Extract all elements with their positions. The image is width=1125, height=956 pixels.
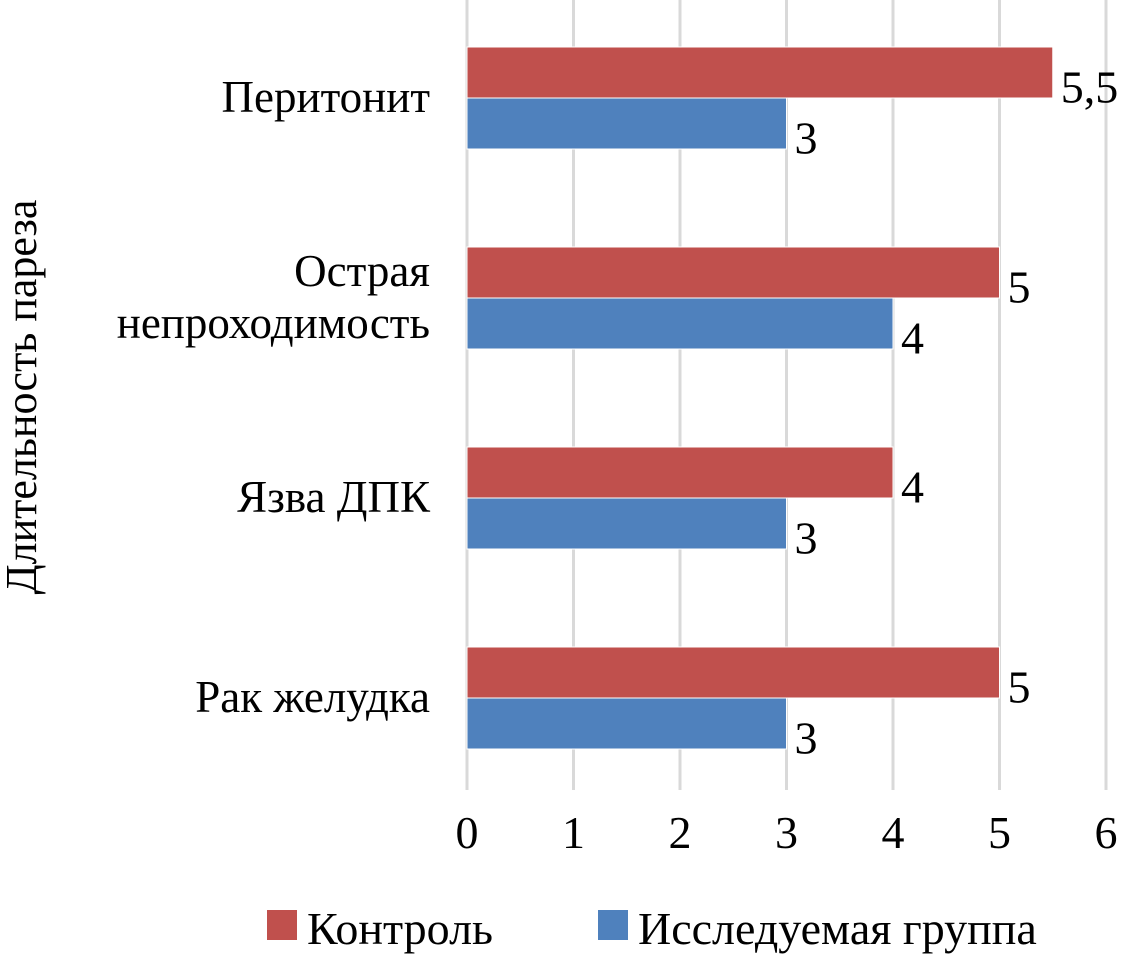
bars [466, 46, 1054, 750]
x-tick-label: 3 [775, 807, 798, 858]
x-tick-label: 2 [669, 807, 692, 858]
x-tick-label: 5 [988, 807, 1011, 858]
x-tick-label: 0 [456, 807, 479, 858]
category-labels: Рак желудка Язва ДПК Острая непроходимость П… [117, 72, 431, 722]
category-label: Острая непроходимость [117, 246, 430, 348]
bar [466, 646, 1000, 699]
data-label: 3 [795, 513, 818, 564]
data-label: 5 [1008, 662, 1031, 713]
y-axis-title: Длительность пареза [0, 200, 46, 595]
data-label: 3 [795, 713, 818, 764]
bar [466, 97, 787, 150]
data-label: 3 [795, 113, 818, 164]
data-label: 5 [1008, 262, 1031, 313]
data-label: 4 [901, 313, 924, 364]
category-label: Язва ДПК [237, 472, 431, 522]
bar [466, 497, 787, 550]
x-tick-label: 4 [882, 807, 905, 858]
data-label: 5,5 [1061, 62, 1119, 113]
bar [466, 697, 787, 750]
legend: Контроль Исследуемая группа [267, 903, 1037, 954]
data-labels: 5 3 4 3 5 4 5,5 3 [795, 62, 1119, 764]
legend-label: Контроль [307, 903, 493, 954]
x-tick-label: 1 [562, 807, 585, 858]
data-label: 4 [901, 462, 924, 513]
bar [466, 297, 894, 350]
bar [466, 46, 1054, 99]
category-label: Перитонит [222, 72, 430, 122]
category-label: Рак желудка [195, 672, 430, 722]
bar [466, 246, 1000, 299]
x-tick-labels: 0 1 2 3 4 5 6 [456, 807, 1118, 858]
legend-swatch [598, 910, 628, 940]
x-tick-label: 6 [1095, 807, 1118, 858]
bar [466, 446, 894, 499]
legend-label: Исследуемая группа [638, 903, 1037, 954]
legend-swatch [267, 910, 297, 940]
